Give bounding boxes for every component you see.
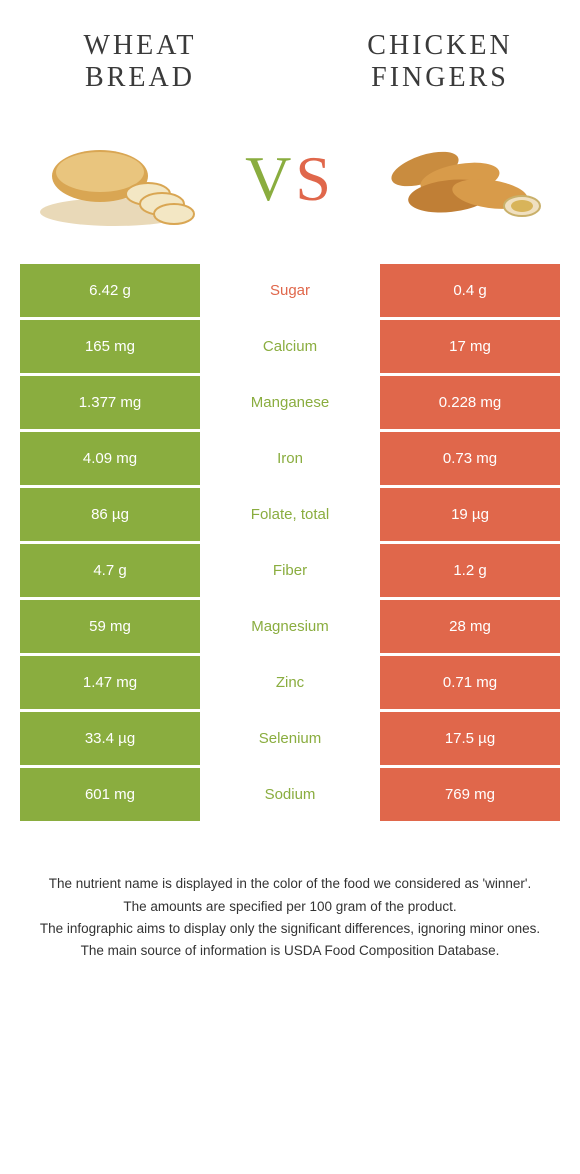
right-value: 0.4 g [380, 264, 560, 317]
nutrient-label: Magnesium [200, 600, 380, 653]
right-value: 769 mg [380, 768, 560, 821]
left-value: 601 mg [20, 768, 200, 821]
nutrient-label: Folate, total [200, 488, 380, 541]
nutrient-label: Sodium [200, 768, 380, 821]
left-food-image [30, 124, 200, 234]
vs-row: VS [0, 104, 580, 264]
vs-label: VS [245, 142, 335, 216]
nutrient-label: Fiber [200, 544, 380, 597]
left-value: 86 µg [20, 488, 200, 541]
left-value: 165 mg [20, 320, 200, 373]
table-row: 1.47 mgZinc0.71 mg [20, 656, 560, 709]
left-value: 4.09 mg [20, 432, 200, 485]
nutrient-label: Zinc [200, 656, 380, 709]
nutrient-label: Sugar [200, 264, 380, 317]
footer-line: The infographic aims to display only the… [30, 919, 550, 939]
footer-line: The main source of information is USDA F… [30, 941, 550, 961]
vs-v: V [245, 142, 295, 216]
right-value: 1.2 g [380, 544, 560, 597]
nutrient-label: Iron [200, 432, 380, 485]
table-row: 4.7 gFiber1.2 g [20, 544, 560, 597]
left-food-title: WHEAT BREAD [40, 30, 240, 94]
table-row: 59 mgMagnesium28 mg [20, 600, 560, 653]
right-value: 0.73 mg [380, 432, 560, 485]
footer-line: The nutrient name is displayed in the co… [30, 874, 550, 894]
table-row: 6.42 gSugar0.4 g [20, 264, 560, 317]
comparison-table: 6.42 gSugar0.4 g165 mgCalcium17 mg1.377 … [20, 264, 560, 821]
right-value: 17 mg [380, 320, 560, 373]
right-value: 0.71 mg [380, 656, 560, 709]
left-value: 4.7 g [20, 544, 200, 597]
right-value: 19 µg [380, 488, 560, 541]
nutrient-label: Calcium [200, 320, 380, 373]
table-row: 165 mgCalcium17 mg [20, 320, 560, 373]
nutrient-label: Manganese [200, 376, 380, 429]
nutrient-label: Selenium [200, 712, 380, 765]
right-food-title: CHICKEN FINGERS [340, 30, 540, 94]
left-value: 59 mg [20, 600, 200, 653]
left-value: 1.47 mg [20, 656, 200, 709]
footer-line: The amounts are specified per 100 gram o… [30, 897, 550, 917]
right-value: 28 mg [380, 600, 560, 653]
left-value: 6.42 g [20, 264, 200, 317]
table-row: 1.377 mgManganese0.228 mg [20, 376, 560, 429]
right-value: 17.5 µg [380, 712, 560, 765]
table-row: 33.4 µgSelenium17.5 µg [20, 712, 560, 765]
table-row: 4.09 mgIron0.73 mg [20, 432, 560, 485]
table-row: 601 mgSodium769 mg [20, 768, 560, 821]
header: WHEAT BREAD CHICKEN FINGERS [0, 0, 580, 104]
left-value: 33.4 µg [20, 712, 200, 765]
footer-notes: The nutrient name is displayed in the co… [0, 824, 580, 961]
right-food-image [380, 124, 550, 234]
left-value: 1.377 mg [20, 376, 200, 429]
vs-s: S [295, 142, 335, 216]
table-row: 86 µgFolate, total19 µg [20, 488, 560, 541]
right-value: 0.228 mg [380, 376, 560, 429]
